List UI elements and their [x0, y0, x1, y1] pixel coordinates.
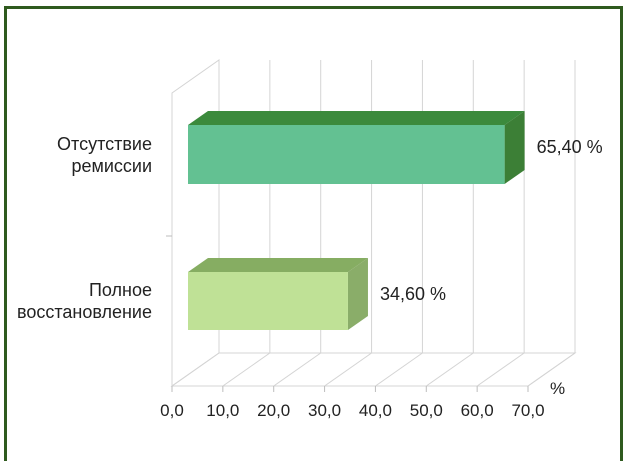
floor: [170, 352, 577, 387]
floor-gridline: [476, 352, 525, 387]
bar-side-face: [347, 258, 368, 330]
x-axis-unit-label: %: [550, 379, 565, 398]
bar-data-label: 65,40 %: [537, 137, 603, 157]
x-axis-ticks: 0,0 10,0 20,0 30,0 40,0 50,0 60,0 70,0: [160, 401, 544, 420]
category-label: восстановление: [17, 302, 152, 322]
gridlines: [166, 60, 576, 392]
chart-frame: [4, 6, 623, 461]
category-label: Отсутствие: [57, 134, 152, 154]
x-tick-label: 40,0: [359, 401, 392, 420]
chart-walls: [170, 59, 577, 387]
side-wall: [171, 59, 220, 386]
x-tick-label: 60,0: [461, 401, 494, 420]
floor-gridline: [222, 352, 271, 387]
bar-data-label: 34,60 %: [380, 284, 446, 304]
floor-gridline: [527, 352, 576, 387]
floor-gridline: [171, 352, 220, 387]
bar-top-face: [188, 258, 368, 272]
category-label: Полное: [89, 280, 152, 300]
floor-gridline: [324, 352, 372, 387]
bar-top-face: [188, 111, 525, 125]
x-tick-label: 20,0: [257, 401, 290, 420]
bar: [188, 272, 348, 330]
bars: 65,40 % 34,60 %: [188, 111, 603, 330]
x-tick-label: 0,0: [160, 401, 184, 420]
bar-side-face: [504, 111, 525, 184]
floor-gridline: [273, 352, 322, 387]
x-tick-label: 30,0: [308, 401, 341, 420]
x-tick-label: 10,0: [206, 401, 239, 420]
category-label: ремиссии: [71, 156, 152, 176]
x-tick-label: 50,0: [410, 401, 443, 420]
bar: [188, 125, 505, 184]
floor-gridline: [425, 352, 474, 387]
x-tick-label: 70,0: [511, 401, 544, 420]
floor-gridline: [375, 352, 423, 387]
